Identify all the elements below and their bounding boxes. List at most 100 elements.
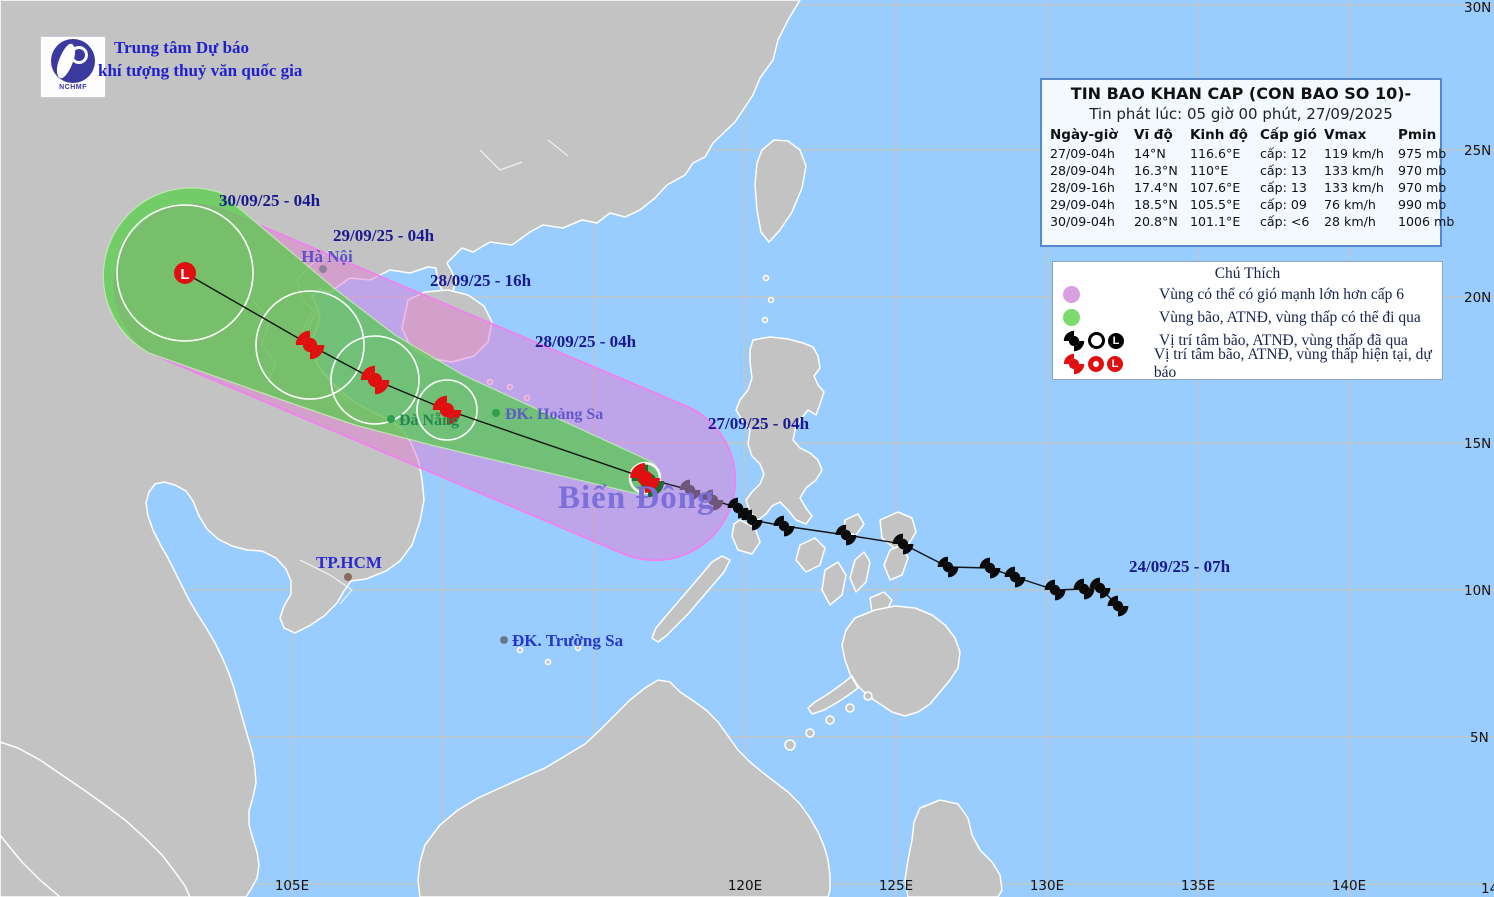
past-typhoon-icon [1063, 330, 1085, 351]
forecast-cell: 30/09-04h [1050, 214, 1115, 229]
lat-tick-label: 5N [1470, 730, 1489, 746]
landmass-panay [795, 537, 826, 573]
forecast-col-header: Vĩ độ [1134, 127, 1173, 143]
lat-tick-label: 20N [1464, 290, 1491, 306]
forecast-row: 29/09-04h 18.5°N 105.5°E cấp: 09 76 km/h… [1050, 196, 1458, 213]
lon-tick-label: 120E [728, 878, 762, 894]
legend-title: Chú Thích [1214, 265, 1281, 282]
nchmf-logo: NCHMF [40, 36, 106, 98]
forecast-col-header: Pmin [1398, 127, 1437, 143]
forecast-cell: cấp: <6 [1260, 214, 1310, 229]
forecast-cell: 28/09-04h [1050, 163, 1115, 178]
bulletin-title: TIN BAO KHAN CAP (CON BAO SO 10)- [1070, 84, 1412, 103]
forecast-cell: 990 mb [1398, 197, 1447, 212]
islands-spratly [516, 644, 582, 666]
legend-item-wind-zone: Vùng có thể có gió mạnh lớn hơn cấp 6 [1053, 283, 1442, 306]
truongsa-dot [500, 636, 508, 644]
track-date-label: 28/09/25 - 04h [535, 332, 637, 351]
landmass-taiwan [754, 139, 807, 243]
forecast-cell: 28/09-16h [1050, 180, 1115, 195]
storm-cone-swatch [1063, 309, 1080, 326]
city-label-hanoi: Hà Nội [301, 247, 353, 266]
lon-tick-label: 105E [275, 878, 309, 894]
legend-item-label: Vùng bão, ATNĐ, vùng thấp có thể đi qua [1159, 308, 1421, 326]
danang-dot [387, 415, 395, 423]
forecast-depression-icon [1088, 355, 1104, 372]
landmass-luzon [735, 336, 825, 525]
forecast-cell: 28 km/h [1324, 214, 1376, 229]
lat-tick-label: 15N [1464, 436, 1491, 452]
landmass-negros [821, 561, 847, 606]
forecast-cell: 116.6°E [1190, 146, 1241, 161]
forecast-low-icon: L [1107, 355, 1123, 372]
forecast-cell: cấp: 09 [1260, 197, 1307, 212]
forecast-cell: 970 mb [1398, 163, 1447, 178]
agency-name-line1: Trung tâm Dự báo [114, 38, 250, 57]
legend-panel: Chú Thích Vùng có thể có gió mạnh lớn hơ… [1052, 261, 1443, 381]
islands-sulu-chain [784, 691, 873, 751]
city-label-danang: Đà Nẵng [399, 412, 459, 429]
forecast-cell: cấp: 12 [1260, 146, 1307, 161]
forecast-cell: cấp: 13 [1260, 180, 1307, 195]
nchmf-logo-icon [51, 39, 95, 83]
lon-tick-label: 125E [879, 878, 913, 894]
lat-tick-label: 30N [1464, 0, 1491, 16]
forecast-col-header: Kinh độ [1190, 127, 1248, 143]
lon-tick-label: 135E [1181, 878, 1215, 894]
track-date-label: 27/09/25 - 04h [708, 414, 810, 433]
track-date-label: 28/09/25 - 16h [430, 271, 532, 290]
storm-bulletin-panel: TIN BAO KHAN CAP (CON BAO SO 10)- Tin ph… [1040, 78, 1454, 247]
forecast-cell: 16.3°N [1134, 163, 1178, 178]
forecast-cell: 29/09-04h [1050, 197, 1115, 212]
city-markers [319, 265, 508, 644]
lat-tick-label: 25N [1464, 143, 1491, 159]
forecast-row: 30/09-04h 20.8°N 101.1°E cấp: <6 28 km/h… [1050, 213, 1458, 230]
forecast-storm-markers: L [174, 262, 665, 498]
landmass-sumatra [0, 741, 191, 897]
forecast-cell: 17.4°N [1134, 180, 1178, 195]
forecast-col-header: Ngày-giờ [1050, 127, 1118, 143]
island-label-truongsa: ĐK. Trường Sa [512, 631, 624, 650]
uncertainty-circles [116, 204, 662, 495]
landmass-cebu [849, 551, 871, 593]
legend-item-past-positions: L Vị trí tâm bão, ATNĐ, vùng thấp đã qua [1053, 329, 1442, 352]
forecast-cell: 107.6°E [1190, 180, 1241, 195]
svg-text:L: L [180, 266, 189, 283]
landmass-palawan [651, 555, 731, 643]
forecast-cell: 133 km/h [1324, 163, 1384, 178]
past-low-icon: L [1108, 332, 1124, 349]
forecast-cell: 119 km/h [1324, 146, 1384, 161]
forecast-header-row: Ngày-giờ Vĩ độ Kinh độ Cấp gió Vmax Pmin [1050, 127, 1458, 145]
track-date-label: 29/09/25 - 04h [333, 226, 435, 245]
lat-tick-label: 10N [1464, 583, 1491, 599]
lon-tick-label: 145E [1481, 881, 1494, 897]
track-date-label: 24/09/25 - 07h [1129, 557, 1231, 576]
forecast-col-header: Cấp gió [1260, 127, 1317, 143]
legend-item-label: Vị trí tâm bão, ATNĐ, vùng thấp hiện tại… [1153, 345, 1432, 381]
forecast-cell: 133 km/h [1324, 180, 1384, 195]
wind-zone-swatch [1063, 286, 1080, 303]
agency-name-line2: khí tượng thuỷ văn quốc gia [98, 61, 303, 80]
forecast-row: 27/09-04h 14°N 116.6°E cấp: 12 119 km/h … [1050, 145, 1458, 162]
landmass-sulawesi [904, 799, 1003, 897]
agency-name: Trung tâm Dự báo khí tượng thuỷ văn quốc… [98, 36, 302, 82]
island-label-hoangsa: ĐK. Hoàng Sa [505, 406, 603, 423]
past-depression-icon [1088, 332, 1105, 349]
legend-item-current-forecast-positions: L Vị trí tâm bão, ATNĐ, vùng thấp hiện t… [1053, 346, 1442, 381]
forecast-cell: 27/09-04h [1050, 146, 1115, 161]
bulletin-issued-time: Tin phát lúc: 05 giờ 00 phút, 27/09/2025 [1089, 105, 1393, 123]
islands-batanes [761, 274, 775, 324]
forecast-cell: 110°E [1190, 163, 1229, 178]
forecast-col-header: Vmax [1324, 127, 1367, 143]
lon-tick-label: 140E [1332, 878, 1366, 894]
legend-item-label: Vị trí tâm bão, ATNĐ, vùng thấp đã qua [1159, 331, 1408, 349]
legend-item-label: Vùng có thể có gió mạnh lớn hơn cấp 6 [1159, 285, 1404, 303]
forecast-cell: 20.8°N [1134, 214, 1178, 229]
forecast-cell: 18.5°N [1134, 197, 1178, 212]
low-pressure-marker: L [174, 262, 196, 284]
forecast-table: Ngày-giờ Vĩ độ Kinh độ Cấp gió Vmax Pmin… [1050, 127, 1458, 230]
lon-tick-label: 130E [1030, 878, 1064, 894]
forecast-cell: 101.1°E [1190, 214, 1241, 229]
hanoi-dot [319, 265, 327, 273]
